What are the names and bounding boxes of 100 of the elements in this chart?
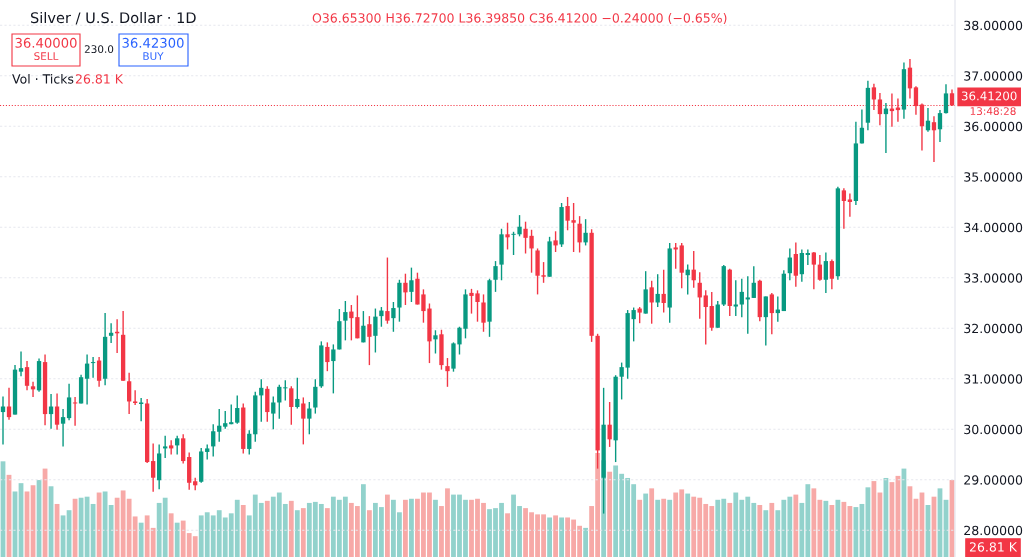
candlestick	[132, 389, 138, 406]
bar	[288, 500, 294, 557]
candlestick	[817, 254, 823, 282]
bar	[829, 505, 835, 557]
candlestick	[313, 378, 318, 415]
candlestick	[811, 251, 817, 291]
candlestick	[517, 214, 522, 238]
bar	[90, 503, 96, 557]
candlestick	[385, 256, 390, 325]
y-tick-label: 33.00000	[964, 273, 1023, 283]
candlestick	[409, 266, 414, 303]
bar	[769, 502, 775, 557]
y-tick-label: 36.00000	[964, 121, 1023, 132]
candlestick	[265, 385, 270, 423]
candlestick	[30, 381, 36, 398]
bar	[264, 500, 270, 557]
candlestick	[151, 442, 156, 493]
candlestick	[943, 83, 949, 115]
candlestick	[361, 310, 366, 344]
candlestick	[235, 394, 240, 425]
candlestick	[607, 401, 612, 448]
bar	[763, 510, 769, 557]
bar	[138, 522, 144, 557]
candlestick	[847, 192, 853, 218]
bar	[727, 502, 733, 557]
candlestick	[331, 343, 336, 395]
bar	[324, 508, 330, 557]
bar	[409, 498, 414, 557]
bar	[385, 494, 390, 557]
candlestick	[66, 383, 72, 421]
candlestick	[72, 396, 78, 427]
candlestick	[391, 301, 396, 333]
bar	[853, 507, 859, 557]
candlestick	[325, 341, 330, 372]
candlestick	[769, 292, 774, 335]
candlestick	[631, 306, 636, 343]
bar	[553, 515, 558, 557]
candlestick	[295, 377, 300, 410]
text: Silver / U.S. Dollar · 1D	[30, 11, 196, 25]
candlestick	[793, 241, 798, 288]
candlestick	[661, 268, 666, 314]
candlestick	[90, 356, 96, 379]
y-tick-label: 35.00000	[964, 172, 1023, 182]
bar	[661, 498, 667, 557]
y-tick-label: 38.00000	[964, 20, 1023, 31]
ref-line-label: 36.41200	[961, 91, 1017, 101]
bar	[655, 499, 661, 557]
y-tick-label: 37.00000	[964, 71, 1023, 81]
candlestick	[511, 231, 516, 256]
candlestick	[108, 322, 114, 344]
bar	[649, 488, 655, 557]
candlestick	[138, 397, 144, 422]
candlestick	[403, 273, 408, 306]
bar	[168, 513, 174, 557]
text: O36.65300 H36.72700 L36.39850 C36.41200 −0.24000 (−0.65%)	[312, 12, 727, 25]
candlestick	[181, 433, 186, 465]
annotation: 36.40000	[15, 37, 77, 48]
candlestick	[433, 329, 438, 355]
candlestick	[307, 401, 312, 435]
bar	[643, 493, 649, 557]
bar	[360, 484, 366, 557]
annotation: 230.0	[84, 45, 114, 54]
y-tick-label: 34.00000	[964, 222, 1023, 233]
candlestick	[481, 293, 486, 333]
candlestick	[211, 423, 216, 458]
candlestick	[301, 396, 306, 446]
candlestick	[169, 439, 174, 456]
annotation: 26.81 K	[75, 74, 124, 84]
bar	[240, 505, 246, 557]
candlestick	[54, 392, 60, 431]
candlestick	[445, 357, 450, 388]
y-tick-label: 30.00000	[964, 424, 1023, 435]
candlestick	[24, 360, 30, 392]
candlestick	[18, 350, 24, 377]
candlestick	[739, 278, 744, 318]
annotation: BUY	[143, 52, 164, 61]
text: 13:48:28	[970, 107, 1016, 116]
bar	[366, 510, 372, 557]
bar	[505, 513, 510, 557]
candlestick	[175, 435, 180, 456]
bar	[96, 492, 102, 557]
bar	[433, 499, 438, 557]
candlestick	[60, 408, 66, 448]
candlestick	[84, 353, 90, 406]
y-tick-label: 29.00000	[964, 475, 1023, 485]
candlestick	[703, 289, 708, 346]
chart-title: Vol · Ticks	[12, 73, 74, 84]
candlestick	[649, 280, 654, 325]
bar	[685, 493, 691, 557]
candlestick	[841, 187, 847, 230]
bar	[547, 517, 552, 557]
candlestick	[217, 408, 222, 443]
candlestick	[709, 291, 714, 332]
text: 26.81 K	[969, 542, 1018, 552]
y-tick-label: 32.00000	[964, 323, 1023, 334]
bar	[607, 471, 613, 557]
bar	[823, 500, 829, 557]
candlestick	[763, 295, 768, 347]
candlestick	[577, 215, 582, 254]
candlestick	[367, 315, 372, 366]
